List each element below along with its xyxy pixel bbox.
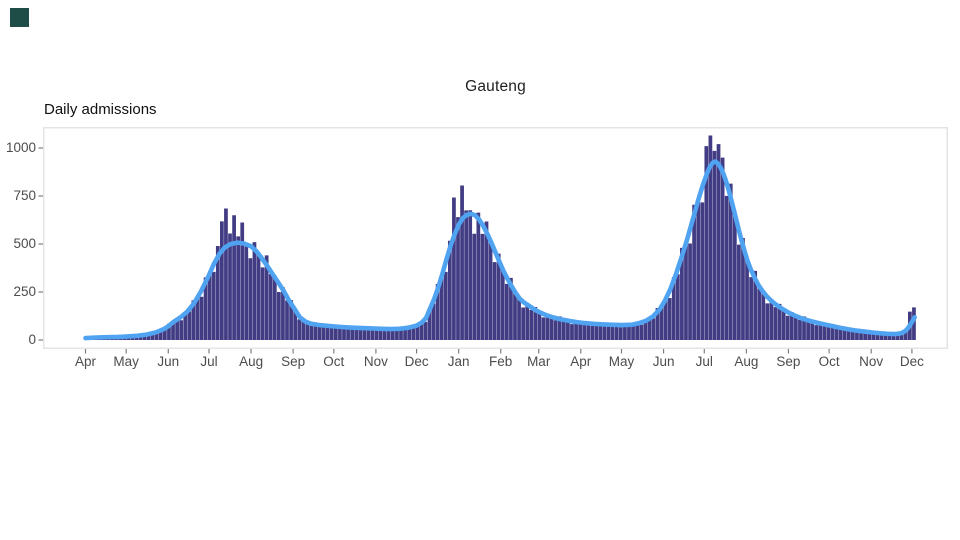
admissions-bars bbox=[85, 135, 916, 340]
y-tick-label: 1000 bbox=[5, 139, 36, 155]
panel-border bbox=[43, 127, 948, 349]
x-tick-label: Jul bbox=[200, 354, 218, 369]
chart-svg bbox=[38, 127, 948, 354]
x-tick-label: Oct bbox=[818, 354, 840, 369]
x-tick-label: Apr bbox=[74, 354, 97, 369]
smoothed-line bbox=[83, 159, 917, 341]
y-tick-label: 500 bbox=[13, 235, 36, 251]
x-tick-label: Nov bbox=[859, 354, 884, 369]
y-tick-label: 750 bbox=[13, 187, 36, 203]
x-tick-label: Jun bbox=[157, 354, 180, 369]
x-tick-label: Feb bbox=[489, 354, 513, 369]
y-axis-title: Daily admissions bbox=[44, 101, 157, 118]
x-tick-label: Sep bbox=[281, 354, 306, 369]
x-tick-label: Aug bbox=[734, 354, 759, 369]
x-tick-label: Aug bbox=[239, 354, 264, 369]
x-tick-label: Dec bbox=[899, 354, 924, 369]
x-tick-label: Oct bbox=[323, 354, 345, 369]
x-tick-label: Apr bbox=[570, 354, 592, 369]
x-tick-label: Nov bbox=[363, 354, 388, 369]
x-tick-label: May bbox=[113, 354, 139, 369]
x-tick-label: May bbox=[608, 354, 635, 369]
x-tick-label: Dec bbox=[404, 354, 429, 369]
x-tick-label: Jan bbox=[447, 354, 470, 369]
x-tick-label: Mar bbox=[527, 354, 551, 369]
x-tick-label: Jul bbox=[695, 354, 713, 369]
y-tick-label: 250 bbox=[13, 283, 36, 299]
x-tick-label: Sep bbox=[776, 354, 801, 369]
x-tick-label: Jun bbox=[652, 354, 675, 369]
corner-mark bbox=[10, 8, 29, 27]
chart-title: Gauteng bbox=[465, 78, 526, 95]
y-tick-label: 0 bbox=[28, 331, 36, 347]
